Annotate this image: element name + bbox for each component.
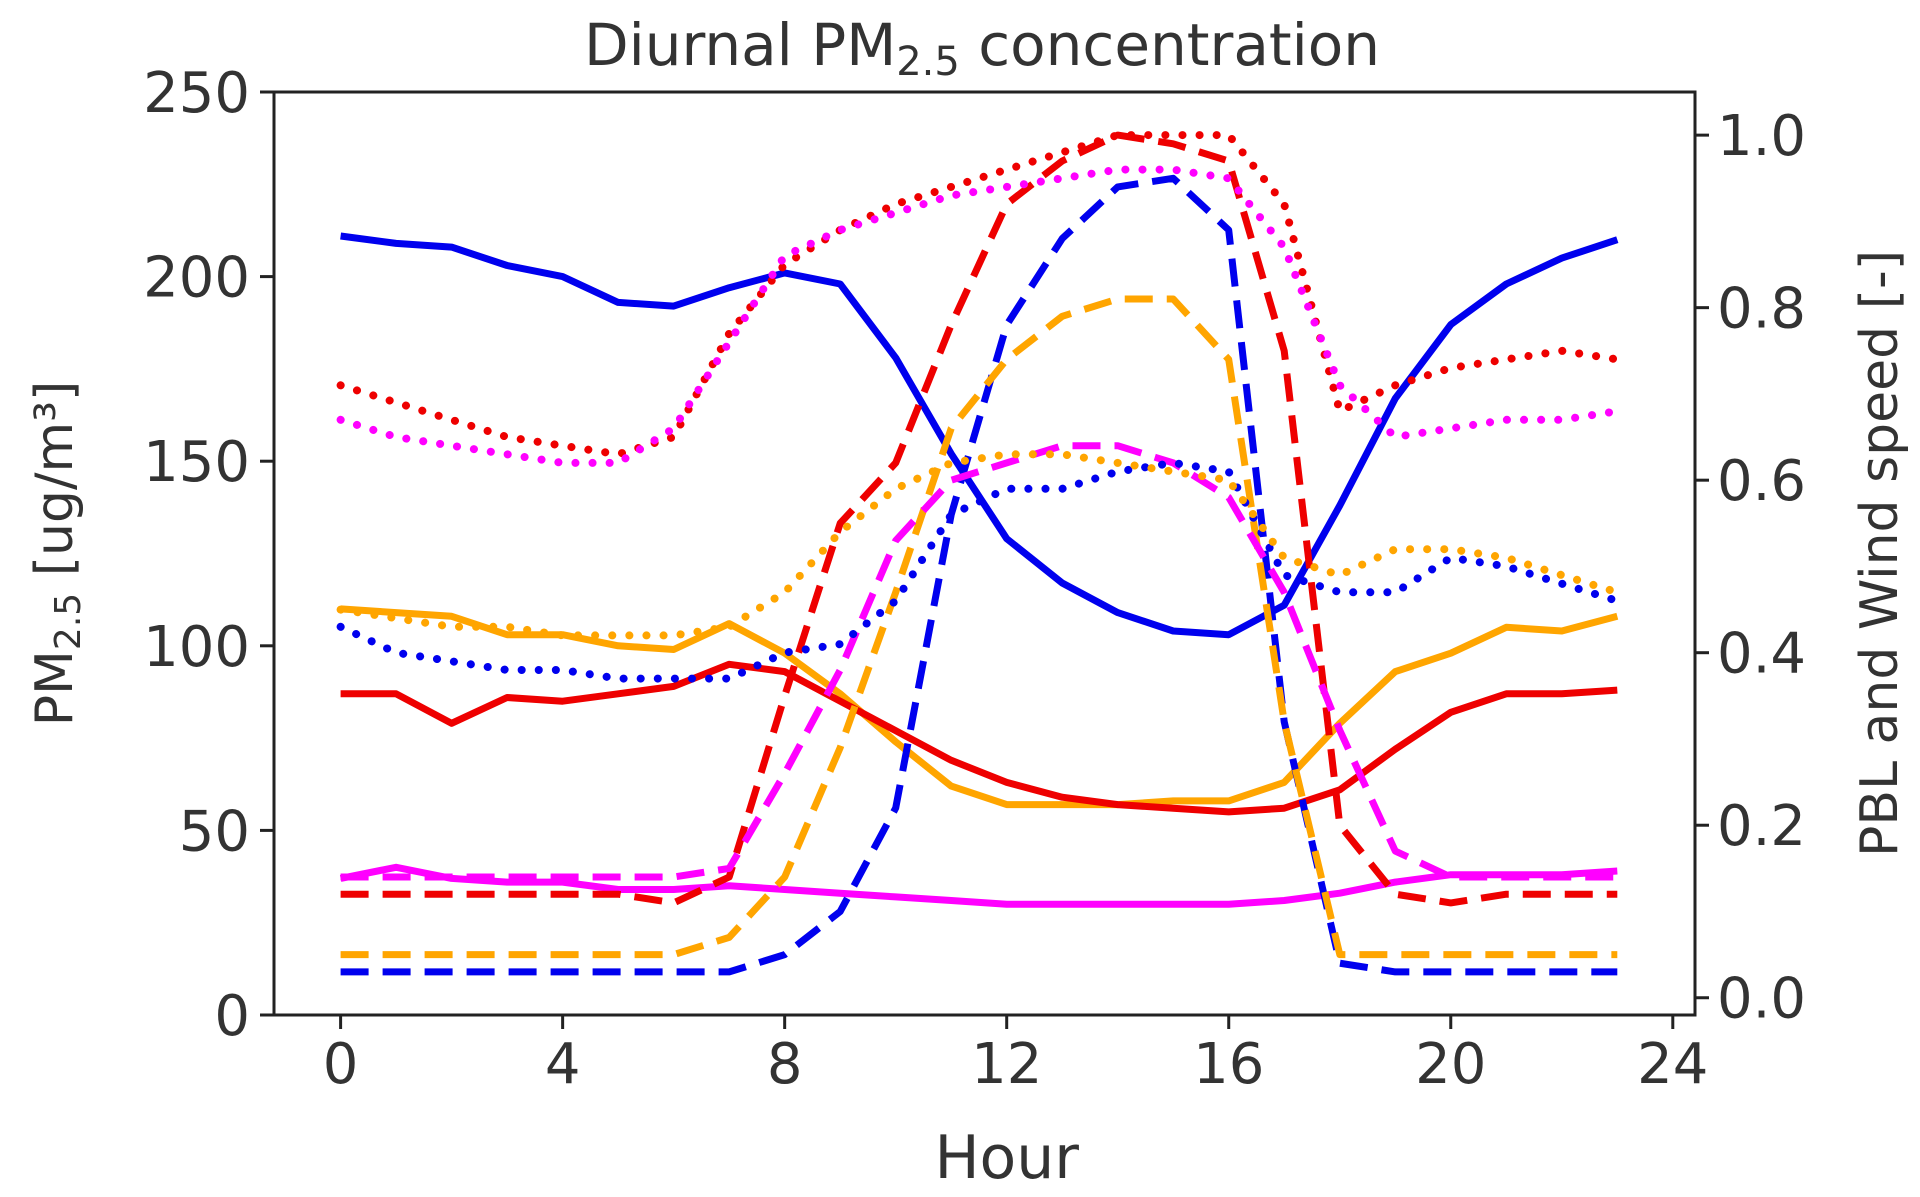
y2-tick-label: 1.0 [1717, 104, 1806, 169]
x-tick-label: 12 [971, 1032, 1042, 1097]
series-line-pbl-dashed [340, 295, 1618, 959]
x-tick-label: 0 [323, 1032, 359, 1097]
x-tick-label: 8 [767, 1032, 803, 1097]
x-axis: 0 4 8 12 16 20 24 [323, 1015, 1708, 1097]
x-tick-label: 20 [1415, 1032, 1486, 1097]
x-tick-label: 24 [1637, 1032, 1708, 1097]
y2-tick-label: 0.6 [1717, 449, 1806, 514]
x-axis-label: Hour [934, 1123, 1079, 1193]
plot-frame [272, 90, 1697, 1017]
y-tick-label: 100 [143, 615, 250, 680]
y-axis-right: 0.0 0.2 0.4 0.6 0.8 1.0 [1695, 104, 1806, 1032]
y2-tick-label: 0.4 [1717, 622, 1806, 687]
y2-tick-label: 0.0 [1717, 967, 1806, 1032]
y-axis-left: 0 50 100 150 200 250 [143, 61, 274, 1049]
chart-title: Diurnal PM2.5 concentration [584, 11, 1380, 85]
series-line-pm25-solid [340, 660, 1618, 816]
series-line-wind-dotted [336, 458, 1622, 683]
y2-tick-label: 0.2 [1717, 794, 1806, 859]
y-axis-label-right: PBL and Wind speed [-] [1850, 250, 1910, 857]
y-axis-label-left: PM2.5 [ug/m³] [25, 381, 89, 727]
series-lines [336, 131, 1622, 976]
series-line-pbl-dashed [340, 174, 1618, 976]
y-tick-label: 250 [143, 61, 250, 126]
y-tick-label: 150 [143, 430, 250, 495]
series-line-pm25-solid [340, 605, 1619, 809]
y-tick-label: 50 [179, 799, 250, 864]
series-line-wind-dotted [336, 450, 1622, 640]
y-tick-label: 200 [143, 246, 250, 311]
series-line-wind-dotted [336, 165, 1622, 467]
y-tick-label: 0 [214, 984, 250, 1049]
series-line-pbl-dashed [340, 442, 1618, 881]
series-line-wind-dotted [336, 131, 1622, 459]
series-line-pm25-solid [340, 232, 1619, 639]
series-line-pm25-solid [339, 863, 1618, 908]
series-line-pbl-dashed [340, 131, 1618, 907]
x-tick-label: 4 [545, 1032, 581, 1097]
x-tick-label: 16 [1193, 1032, 1264, 1097]
y2-tick-label: 0.8 [1717, 277, 1806, 342]
